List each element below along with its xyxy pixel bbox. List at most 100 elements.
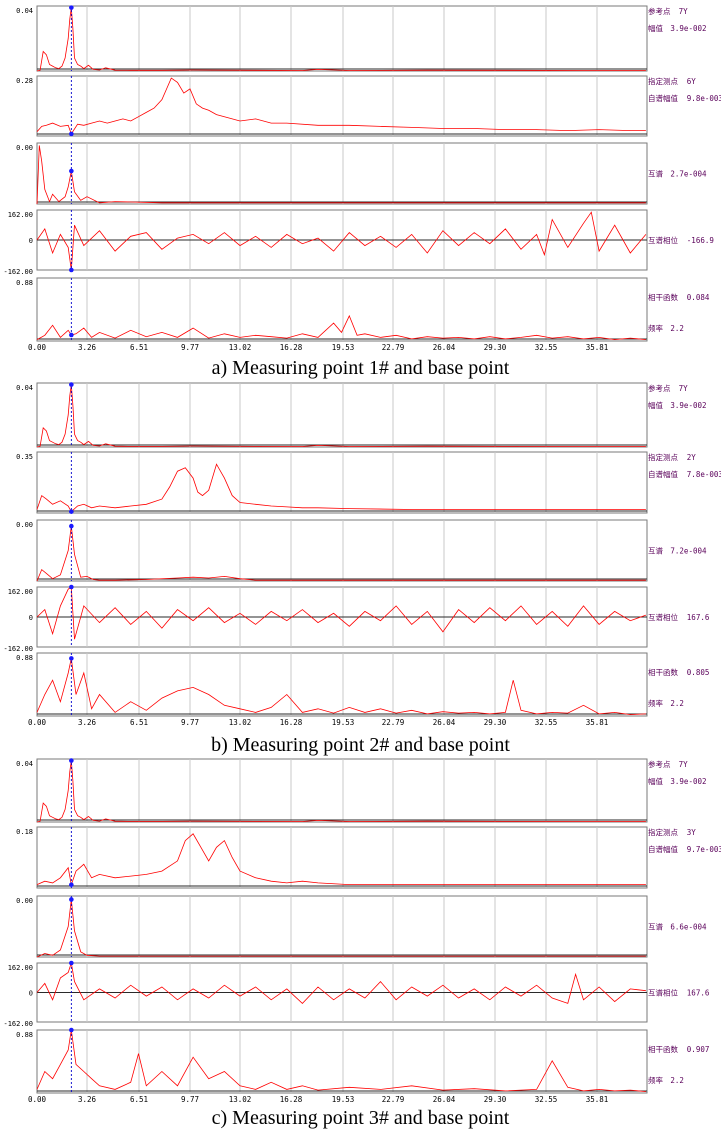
info-label: 自谱幅值 — [648, 844, 678, 854]
x-tick-label: 22.79 — [382, 343, 405, 352]
x-tick-label: 0.00 — [28, 1095, 47, 1104]
x-tick-label: 9.77 — [181, 1095, 199, 1104]
y-max-label: 0.04 — [16, 7, 33, 15]
x-tick-label: 26.04 — [433, 343, 456, 352]
y-zero-label: 0 — [29, 614, 33, 622]
x-tick-label: 9.77 — [181, 343, 199, 352]
info-label: 频率 — [648, 323, 663, 333]
info-label: 指定测点 — [648, 827, 678, 837]
signal-line — [36, 384, 646, 448]
info-value: 7.2e-004 — [670, 547, 707, 556]
cursor-marker — [69, 168, 74, 174]
info-label: 互谱相位 — [648, 235, 678, 245]
panel-frame — [36, 5, 648, 72]
signal-line — [36, 962, 646, 1004]
info-value: 7Y — [679, 384, 689, 393]
x-tick-label: 26.04 — [433, 1095, 456, 1104]
info-label: 互谱 — [648, 922, 663, 932]
y-max-label: 0.28 — [16, 77, 33, 85]
x-tick-label: 13.02 — [229, 718, 252, 727]
x-tick-label: 32.55 — [535, 343, 558, 352]
y-max-label: 162.00 — [8, 211, 33, 219]
info-value: 3.9e-002 — [670, 777, 706, 786]
x-tick-label: 13.02 — [229, 343, 252, 352]
info-value: 0.805 — [687, 668, 710, 677]
y-max-label: 0.18 — [16, 828, 33, 836]
info-label: 指定测点 — [648, 76, 678, 86]
signal-line — [36, 145, 646, 205]
x-tick-label: 9.77 — [181, 718, 199, 727]
panel-frame — [36, 75, 648, 137]
y-min-label: -162.00 — [3, 1020, 33, 1028]
y-max-label: 0.88 — [16, 1031, 33, 1039]
info-label: 频率 — [648, 1075, 663, 1085]
info-label: 参考点 — [648, 6, 671, 16]
y-max-label: 0.35 — [16, 453, 33, 461]
info-label: 幅值 — [648, 400, 663, 410]
x-tick-label: 35.81 — [586, 1095, 609, 1104]
panel-frame — [36, 826, 648, 889]
info-value: 3.9e-002 — [670, 401, 706, 410]
signal-line — [36, 899, 646, 958]
signal-line — [36, 211, 647, 271]
cursor-marker — [69, 332, 74, 338]
cursor-marker — [69, 758, 74, 763]
info-label: 互谱 — [648, 546, 663, 556]
x-tick-label: 22.79 — [382, 718, 405, 727]
y-min-label: -162.00 — [3, 268, 33, 276]
x-tick-label: 3.26 — [78, 718, 97, 727]
y-max-label: 0.00 — [16, 897, 33, 905]
info-value: 7.8e-003 — [687, 470, 721, 479]
signal-line — [36, 7, 646, 72]
signal-line — [36, 760, 646, 823]
x-tick-label: 19.53 — [332, 1095, 355, 1104]
info-label: 相干函数 — [648, 292, 678, 302]
x-tick-label: 29.30 — [484, 343, 507, 352]
cursor-marker — [69, 509, 74, 514]
y-max-label: 0.88 — [16, 654, 33, 662]
x-tick-label: 26.04 — [433, 718, 456, 727]
y-zero-label: 0 — [29, 990, 33, 998]
x-tick-label: 13.02 — [229, 1095, 252, 1104]
cursor-marker — [69, 523, 74, 529]
info-label: 频率 — [648, 698, 663, 708]
panel-frame — [36, 519, 648, 582]
caption-a: a) Measuring point 1# and base point — [211, 357, 510, 379]
x-tick-label: 32.55 — [535, 1095, 558, 1104]
info-label: 相干函数 — [648, 667, 678, 677]
y-max-label: 162.00 — [8, 964, 33, 972]
x-tick-label: 19.53 — [332, 343, 355, 352]
cursor-marker — [69, 1027, 74, 1033]
cursor-marker — [69, 267, 74, 273]
x-tick-label: 0.00 — [28, 718, 47, 727]
x-tick-label: 0.00 — [28, 343, 47, 352]
x-tick-label: 16.28 — [280, 343, 303, 352]
y-max-label: 162.00 — [8, 588, 33, 596]
x-tick-label: 32.55 — [535, 718, 558, 727]
info-label: 互谱相位 — [648, 612, 678, 622]
caption-c: c) Measuring point 3# and base point — [211, 1107, 510, 1129]
x-tick-label: 16.28 — [280, 1095, 303, 1104]
signal-line — [36, 314, 646, 341]
cursor-marker — [69, 382, 74, 387]
cursor-marker — [69, 960, 74, 966]
info-label: 互谱相位 — [648, 988, 678, 998]
info-value: 2Y — [687, 453, 697, 462]
x-tick-label: 35.81 — [586, 343, 609, 352]
info-label: 自谱幅值 — [648, 469, 678, 479]
info-value: 7Y — [679, 7, 689, 16]
x-tick-label: 19.53 — [332, 718, 355, 727]
signal-line — [36, 1029, 646, 1092]
signal-line — [36, 586, 647, 640]
info-value: 2.2 — [670, 324, 684, 333]
info-label: 参考点 — [648, 759, 671, 769]
signal-line — [36, 833, 646, 887]
info-value: 9.8e-003 — [687, 94, 721, 103]
info-value: 2.2 — [670, 699, 684, 708]
cursor-marker — [69, 584, 74, 590]
info-value: 6.6e-004 — [670, 923, 707, 932]
info-value: 2.2 — [670, 1076, 684, 1085]
info-label: 指定测点 — [648, 452, 678, 462]
